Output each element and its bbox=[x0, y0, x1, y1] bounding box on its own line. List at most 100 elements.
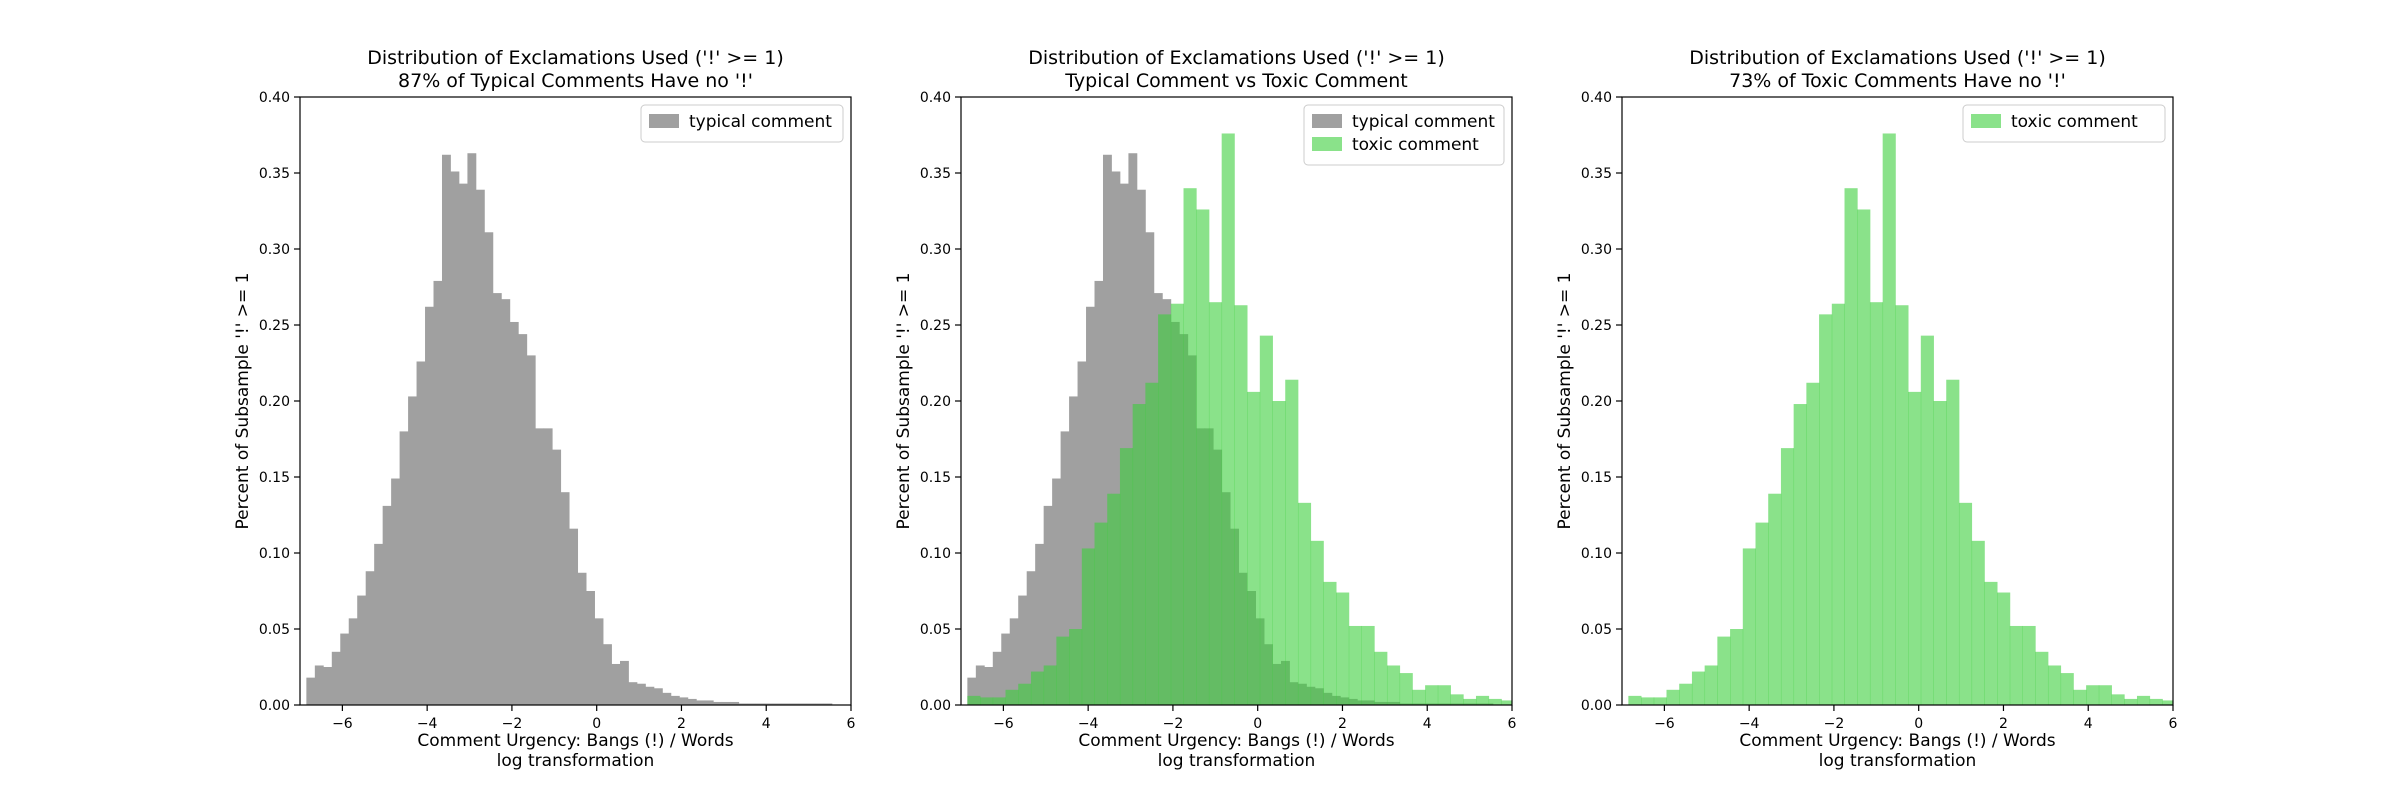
y-axis-label: Percent of Subsample '!' >= 1 bbox=[233, 272, 253, 529]
bar bbox=[1018, 683, 1032, 705]
legend-label: toxic comment bbox=[1352, 135, 1479, 155]
legend-label: typical comment bbox=[689, 112, 832, 132]
bar bbox=[1102, 154, 1112, 705]
y-tick-label: 0.40 bbox=[259, 90, 290, 106]
x-tick-label: 6 bbox=[847, 716, 856, 732]
bar bbox=[492, 293, 502, 705]
bar bbox=[1336, 592, 1350, 705]
bar bbox=[730, 701, 740, 705]
x-tick-label: 4 bbox=[1423, 716, 1432, 732]
x-tick-label: −4 bbox=[417, 716, 438, 732]
legend-swatch bbox=[1312, 137, 1342, 151]
y-tick-label: 0.30 bbox=[259, 242, 290, 258]
y-tick-label: 0.20 bbox=[1581, 394, 1612, 410]
series-2-bars bbox=[967, 133, 1513, 706]
y-tick-label: 0.05 bbox=[259, 622, 290, 638]
bar bbox=[1425, 685, 1439, 705]
bar bbox=[526, 355, 536, 705]
y-tick-label: 0.35 bbox=[1581, 166, 1612, 182]
bar bbox=[1997, 592, 2011, 705]
bar bbox=[1094, 280, 1104, 705]
x-axis-label: Comment Urgency: Bangs (!) / Words bbox=[417, 731, 733, 751]
bar bbox=[2111, 694, 2125, 705]
bar bbox=[399, 431, 409, 705]
chart-title: Distribution of Exclamations Used ('!' >… bbox=[1689, 47, 2106, 69]
bar bbox=[798, 703, 807, 705]
y-tick-label: 0.25 bbox=[1581, 318, 1612, 334]
bar bbox=[1208, 302, 1223, 705]
bar bbox=[475, 189, 485, 706]
bar bbox=[441, 154, 451, 705]
chart-panel-3: −6 −4 −2 0 2 4 6 0.00 0.05 0.10 0.15 0.20 0.25 0.30 0.… bbox=[1555, 47, 2178, 771]
bar bbox=[586, 591, 595, 705]
bar bbox=[1221, 133, 1235, 706]
bar bbox=[340, 633, 350, 705]
bar bbox=[2060, 673, 2074, 705]
bar bbox=[467, 153, 477, 706]
bar bbox=[1005, 689, 1019, 705]
series-1-bars bbox=[1628, 133, 2174, 706]
bar bbox=[391, 478, 401, 705]
bar bbox=[2086, 685, 2100, 705]
bar bbox=[1043, 505, 1053, 705]
bar bbox=[1653, 697, 1667, 705]
bar bbox=[1086, 306, 1095, 705]
bar bbox=[1259, 335, 1273, 705]
bar bbox=[408, 396, 417, 705]
bar bbox=[433, 280, 443, 705]
x-tick-label: 0 bbox=[1253, 716, 1262, 732]
bar bbox=[772, 703, 782, 705]
x-tick-label: 6 bbox=[1508, 716, 1517, 732]
bar bbox=[1043, 665, 1057, 705]
bar bbox=[814, 703, 824, 705]
bar bbox=[1272, 401, 1286, 705]
legend-box bbox=[1962, 104, 2166, 143]
bar bbox=[2073, 689, 2087, 705]
bar bbox=[314, 665, 324, 705]
y-tick-label: 0.25 bbox=[259, 318, 290, 334]
bar bbox=[2047, 665, 2062, 705]
bar bbox=[1704, 665, 1718, 705]
bar bbox=[2124, 698, 2138, 705]
y-tick-label: 0.20 bbox=[920, 394, 951, 410]
y-tick-label: 0.00 bbox=[920, 698, 951, 714]
bar bbox=[628, 682, 638, 705]
bar bbox=[967, 695, 981, 705]
bar bbox=[670, 695, 680, 705]
y-tick-label: 0.40 bbox=[920, 90, 951, 106]
bar bbox=[1717, 636, 1731, 705]
y-tick-label: 0.25 bbox=[920, 318, 951, 334]
bar bbox=[357, 595, 367, 705]
bar bbox=[764, 703, 773, 705]
bar bbox=[1666, 689, 1680, 705]
bar bbox=[747, 703, 757, 705]
bar bbox=[611, 663, 621, 705]
bar bbox=[984, 667, 994, 705]
bar bbox=[1768, 493, 1782, 705]
chart-title: Distribution of Exclamations Used ('!' >… bbox=[1028, 47, 1445, 69]
bar bbox=[1158, 314, 1172, 705]
bar bbox=[1869, 302, 1884, 705]
bar bbox=[458, 183, 468, 705]
bar bbox=[1437, 685, 1451, 705]
bar bbox=[1026, 571, 1036, 705]
series-1-bars bbox=[306, 153, 833, 706]
bar bbox=[1691, 671, 1706, 705]
legend-label: toxic comment bbox=[2011, 112, 2138, 132]
bar bbox=[1001, 633, 1011, 705]
chart-subtitle: 87% of Typical Comments Have no '!' bbox=[398, 70, 753, 92]
bar bbox=[518, 334, 528, 705]
x-tick-label: 6 bbox=[2169, 716, 2178, 732]
bar bbox=[662, 692, 672, 705]
bar bbox=[603, 644, 612, 705]
bar bbox=[992, 697, 1006, 705]
bar bbox=[1946, 379, 1960, 705]
bar bbox=[2009, 625, 2023, 705]
bar bbox=[484, 232, 494, 705]
bar bbox=[1806, 382, 1820, 705]
bar bbox=[1361, 625, 1375, 705]
bar bbox=[1119, 183, 1129, 705]
bar bbox=[645, 686, 655, 705]
bar bbox=[1247, 391, 1261, 705]
